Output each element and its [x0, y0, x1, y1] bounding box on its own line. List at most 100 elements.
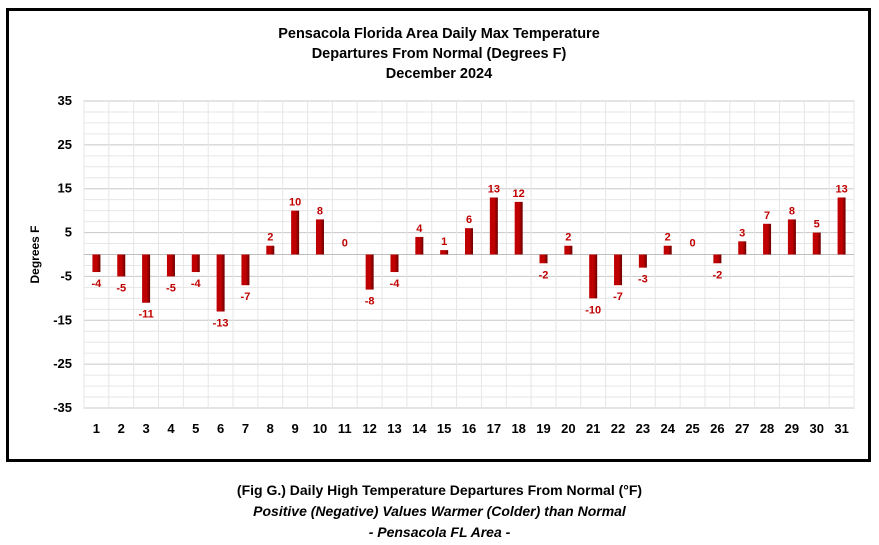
data-label-day-9: 10 — [289, 197, 301, 209]
bar-day-2 — [117, 254, 126, 277]
x-tick-label: 15 — [437, 421, 451, 436]
y-tick-label: 15 — [58, 181, 72, 196]
bar-day-5 — [191, 254, 200, 273]
x-tick-label: 11 — [338, 421, 352, 436]
y-tick-label: 5 — [65, 225, 72, 240]
chart-title: Pensacola Florida Area Daily Max Tempera… — [278, 26, 600, 82]
bar-day-18 — [514, 201, 523, 255]
data-label-day-27: 3 — [739, 227, 745, 239]
data-label-day-2: -5 — [116, 282, 126, 294]
x-tick-label: 26 — [710, 421, 724, 436]
data-label-day-12: -8 — [365, 296, 375, 308]
data-label-day-8: 2 — [267, 232, 273, 244]
y-tick-label: -35 — [53, 400, 72, 415]
x-tick-label: 17 — [487, 421, 501, 436]
data-label-day-28: 7 — [764, 210, 770, 222]
bar-day-10 — [315, 219, 324, 255]
bar-day-26 — [713, 254, 722, 264]
x-tick-label: 8 — [267, 421, 274, 436]
data-label-day-5: -4 — [191, 278, 202, 290]
bar-day-6 — [216, 254, 225, 312]
x-tick-label: 16 — [462, 421, 476, 436]
data-label-day-11: 0 — [342, 238, 348, 250]
bar-day-29 — [787, 219, 796, 255]
data-label-day-13: -4 — [390, 278, 401, 290]
bar-day-7 — [241, 254, 250, 286]
chart-frame: Pensacola Florida Area Daily Max Tempera… — [6, 8, 871, 462]
data-label-day-30: 5 — [814, 219, 820, 231]
bars — [92, 197, 846, 312]
data-label-day-25: 0 — [689, 238, 695, 250]
x-tick-label: 27 — [735, 421, 749, 436]
data-labels: -4 -5 -11 -5 -4 -13 -7 2 10 8 0 -8 -4 4 1 6 13 12 -2 2 -10 -7… — [92, 183, 848, 329]
caption-line-1: (Fig G.) Daily High Temperature Departur… — [236, 482, 643, 498]
x-tick-label: 6 — [217, 421, 224, 436]
chart: Pensacola Florida Area Daily Max Tempera… — [28, 26, 855, 436]
bar-day-9 — [291, 210, 300, 255]
x-tick-label: 22 — [611, 421, 625, 436]
x-tick-label: 31 — [834, 421, 848, 436]
x-tick-label: 25 — [685, 421, 699, 436]
figure-caption: (Fig G.) Daily High Temperature Departur… — [0, 480, 879, 543]
data-label-day-21: -10 — [585, 304, 601, 316]
x-tick-label: 18 — [511, 421, 525, 436]
data-label-day-22: -7 — [613, 291, 623, 303]
bar-day-8 — [266, 245, 275, 255]
data-label-day-6: -13 — [213, 318, 229, 330]
y-tick-label: -25 — [53, 356, 72, 371]
x-tick-label: 20 — [561, 421, 575, 436]
bar-day-12 — [365, 254, 374, 290]
gridlines — [83, 100, 855, 409]
x-tick-label: 5 — [192, 421, 199, 436]
bar-day-24 — [663, 245, 672, 255]
y-tick-label: -5 — [60, 268, 72, 283]
x-tick-label: 12 — [362, 421, 376, 436]
y-tick-label: 35 — [58, 93, 72, 108]
bar-day-19 — [539, 254, 548, 264]
x-tick-label: 2 — [118, 421, 125, 436]
bar-day-3 — [142, 254, 151, 303]
bar-day-16 — [465, 228, 473, 255]
data-label-day-16: 6 — [466, 214, 472, 226]
y-axis-label: Degrees F — [28, 225, 42, 283]
data-label-day-31: 13 — [835, 183, 847, 195]
data-label-day-1: -4 — [92, 278, 103, 290]
y-tick-label: -15 — [53, 312, 72, 327]
data-label-day-18: 12 — [513, 188, 525, 200]
bar-day-30 — [812, 232, 821, 255]
data-label-day-26: -2 — [712, 269, 722, 281]
caption-line-3: - Pensacola FL Area - — [368, 524, 511, 540]
data-label-day-10: 8 — [317, 205, 323, 217]
data-label-day-23: -3 — [638, 274, 648, 286]
bar-day-21 — [589, 254, 598, 299]
y-axis-ticks: 35 25 15 5 -5 -15 -25 -35 — [53, 93, 72, 415]
data-label-day-17: 13 — [488, 183, 500, 195]
data-label-day-15: 1 — [441, 236, 447, 248]
x-tick-label: 21 — [586, 421, 600, 436]
x-tick-label: 30 — [810, 421, 824, 436]
bar-day-20 — [564, 245, 573, 255]
bar-day-23 — [638, 254, 647, 268]
bar-day-31 — [837, 197, 846, 255]
x-tick-label: 13 — [387, 421, 401, 436]
bar-day-17 — [489, 197, 498, 255]
chart-title-line-1: Pensacola Florida Area Daily Max Tempera… — [278, 26, 600, 42]
x-tick-label: 19 — [536, 421, 550, 436]
x-axis-ticks: 1 2 3 4 5 6 7 8 9 10 11 12 13 14 15 16 17 18 19 20 21 22 23 24 2… — [93, 421, 849, 436]
x-tick-label: 28 — [760, 421, 774, 436]
data-label-day-20: 2 — [565, 232, 571, 244]
chart-title-line-2: Departures From Normal (Degrees F) — [312, 46, 567, 62]
bar-day-4 — [166, 254, 175, 277]
x-tick-label: 9 — [292, 421, 299, 436]
bar-day-22 — [614, 254, 623, 286]
x-tick-label: 24 — [660, 421, 675, 436]
data-label-day-7: -7 — [241, 291, 251, 303]
x-tick-label: 29 — [785, 421, 799, 436]
bar-day-27 — [738, 241, 747, 255]
x-tick-label: 23 — [636, 421, 650, 436]
bar-day-1 — [92, 254, 101, 273]
data-label-day-4: -5 — [166, 282, 176, 294]
x-tick-label: 3 — [142, 421, 149, 436]
caption-line-2: Positive (Negative) Values Warmer (Colde… — [253, 503, 626, 519]
data-label-day-3: -11 — [138, 309, 153, 321]
